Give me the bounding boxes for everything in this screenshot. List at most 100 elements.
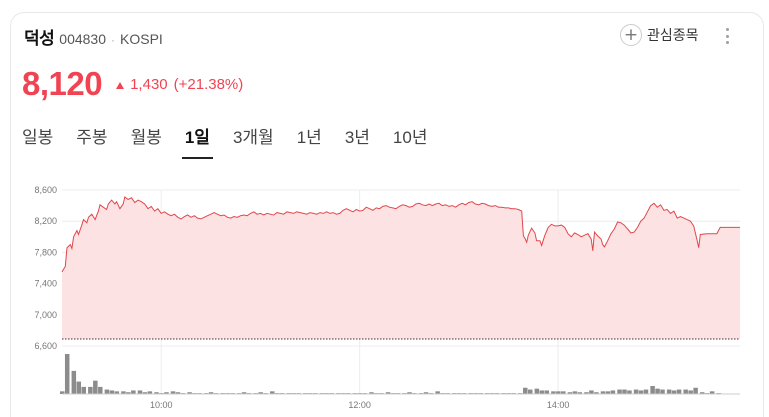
volume-bar (137, 390, 143, 394)
volume-bar (688, 390, 693, 394)
up-arrow-icon (116, 81, 125, 89)
volume-bar (88, 386, 93, 394)
volume-bars (60, 354, 722, 394)
volume-bar (147, 391, 153, 394)
tab-monthly[interactable]: 월봉 (130, 128, 162, 147)
stock-header: 덕성 004830 · KOSPI (24, 24, 163, 49)
volume-bar (241, 392, 247, 394)
volume-bar (638, 390, 644, 394)
tab-weekly[interactable]: 주봉 (76, 128, 108, 147)
tab-3months[interactable]: 3개월 (232, 128, 274, 147)
volume-bar (93, 380, 98, 394)
volume-bar (633, 389, 639, 394)
period-tabs: 일봉 주봉 월봉 1일 3개월 1년 3년 10년 (22, 126, 450, 159)
volume-bar (170, 391, 176, 394)
volume-bar (81, 386, 86, 394)
volume-bar (610, 390, 616, 394)
x-tick-label: 12:00 (348, 400, 371, 410)
volume-bar (435, 391, 440, 394)
volume-bar (175, 392, 181, 394)
volume-bar (164, 392, 169, 394)
tab-1year[interactable]: 1년 (296, 128, 322, 147)
more-vertical-icon[interactable] (722, 26, 732, 46)
volume-bar (258, 392, 263, 394)
volume-bar (556, 391, 561, 394)
y-tick-label: 7,000 (34, 310, 57, 320)
y-axis-ticks: 8,600 8,200 7,800 7,400 7,000 6,600 (34, 185, 57, 351)
volume-bar (407, 392, 412, 394)
price-change-percent: (+21.38%) (173, 75, 244, 93)
volume-bar (109, 390, 115, 394)
y-tick-label: 6,600 (34, 341, 57, 351)
volume-bar (577, 392, 583, 394)
volume-bar (561, 391, 566, 394)
price-area (62, 197, 740, 339)
volume-bar (600, 391, 606, 394)
tab-daily[interactable]: 일봉 (22, 128, 54, 147)
volume-bar (650, 386, 655, 394)
volume-bar (76, 381, 82, 394)
current-price: 8,120 (22, 65, 103, 102)
volume-bar (594, 392, 599, 394)
volume-bar (693, 387, 698, 394)
volume-bar (208, 392, 214, 394)
tab-3years[interactable]: 3년 (344, 128, 370, 147)
volume-bar (154, 392, 159, 394)
market-name: KOSPI (120, 31, 163, 47)
volume-bar (671, 390, 677, 394)
x-tick-label: 10:00 (150, 400, 173, 410)
volume-bar (126, 392, 131, 394)
volume-bar (131, 390, 136, 394)
volume-bar (60, 391, 65, 394)
volume-bar (676, 389, 682, 394)
volume-bar (423, 392, 429, 394)
tab-10years[interactable]: 10년 (392, 128, 428, 147)
y-tick-label: 7,400 (34, 279, 57, 289)
volume-bar (523, 387, 528, 394)
y-tick-label: 8,200 (34, 216, 57, 226)
volume-bar (534, 388, 540, 394)
stock-name: 덕성 (24, 29, 55, 48)
volume-bar (64, 354, 70, 394)
volume-bar (567, 392, 573, 394)
volume-bar (589, 390, 594, 394)
plus-icon: + (620, 24, 642, 46)
y-tick-label: 8,600 (34, 185, 57, 195)
price-line (61, 196, 740, 273)
volume-bar (539, 390, 545, 394)
volume-bar (683, 389, 688, 394)
volume-bar (544, 390, 550, 394)
x-axis-ticks: 10:00 12:00 14:00 (150, 400, 569, 410)
tab-1day[interactable]: 1일 (181, 126, 214, 159)
x-tick-label: 14:00 (547, 400, 570, 410)
volume-bar (627, 390, 632, 394)
volume-bar (699, 392, 705, 394)
price-row: 8,120 1,430 (+21.38%) (22, 66, 243, 102)
volume-bar (527, 389, 533, 394)
separator-dot: · (111, 33, 115, 47)
volume-bar (187, 392, 192, 394)
stock-code: 004830 (59, 31, 106, 47)
favorite-label: 관심종목 (647, 27, 699, 43)
volume-bar (572, 391, 578, 394)
volume-bar (709, 391, 715, 394)
volume-bar (655, 388, 660, 394)
volume-bar (643, 389, 649, 394)
volume-bar (104, 389, 110, 394)
volume-bar (98, 386, 103, 394)
volume-bar (584, 392, 589, 394)
add-favorite-button[interactable]: + 관심종목 (620, 24, 699, 46)
volume-bar (71, 370, 77, 394)
volume-bar (142, 392, 148, 394)
y-tick-label: 7,800 (34, 247, 57, 257)
volume-bar (385, 392, 391, 394)
volume-bar (666, 389, 672, 394)
volume-bar (660, 389, 665, 394)
volume-bar (551, 391, 556, 394)
volume-bar (622, 389, 627, 394)
price-change: 1,430 (130, 75, 168, 93)
volume-bar (121, 391, 126, 394)
volume-bar (270, 391, 275, 394)
intraday-price-chart[interactable]: 8,600 8,200 7,800 7,400 7,000 6,600 10:00 12:0… (0, 176, 769, 417)
volume-bar (369, 392, 374, 394)
